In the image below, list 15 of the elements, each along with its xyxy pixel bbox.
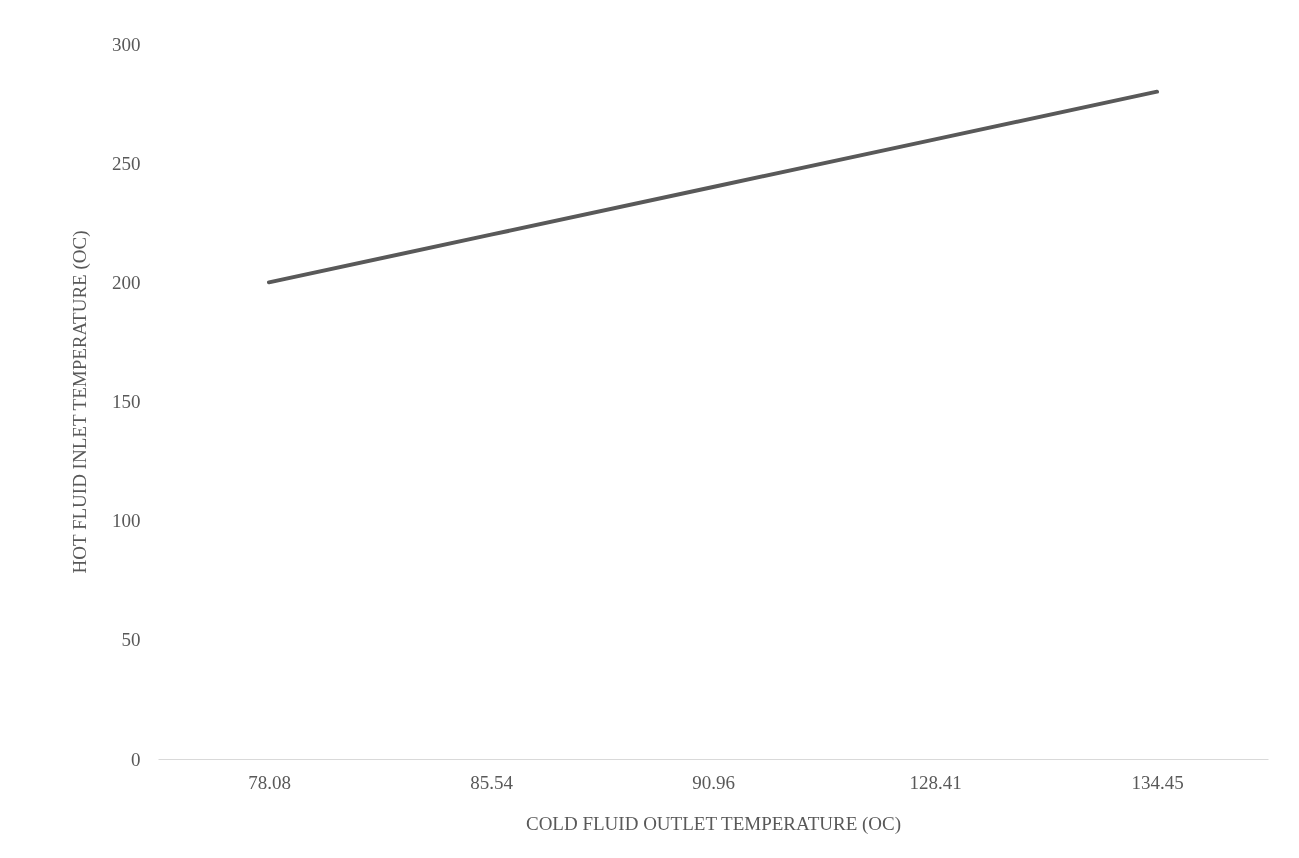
y-axis-title: HOT FLUID INLET TEMPERATURE (OC) xyxy=(69,230,91,574)
x-tick-label: 85.54 xyxy=(470,771,514,793)
x-axis-title: COLD FLUID OUTLET TEMPERATURE (OC) xyxy=(525,812,902,835)
x-tick-label: 78.08 xyxy=(248,771,291,793)
line-series xyxy=(267,89,1159,285)
y-tick-label: 200 xyxy=(112,271,141,293)
y-tick-label: 100 xyxy=(112,510,141,532)
x-tick-label: 128.41 xyxy=(909,771,962,793)
y-tick-label: 300 xyxy=(112,33,141,55)
y-tick-label: 50 xyxy=(121,629,141,651)
y-tick-label: 150 xyxy=(112,391,141,412)
x-tick-label: 134.45 xyxy=(1131,771,1184,793)
y-tick-label: 0 xyxy=(131,748,141,770)
x-tick-label: 90.96 xyxy=(692,771,735,793)
y-tick-label: 250 xyxy=(112,152,141,174)
